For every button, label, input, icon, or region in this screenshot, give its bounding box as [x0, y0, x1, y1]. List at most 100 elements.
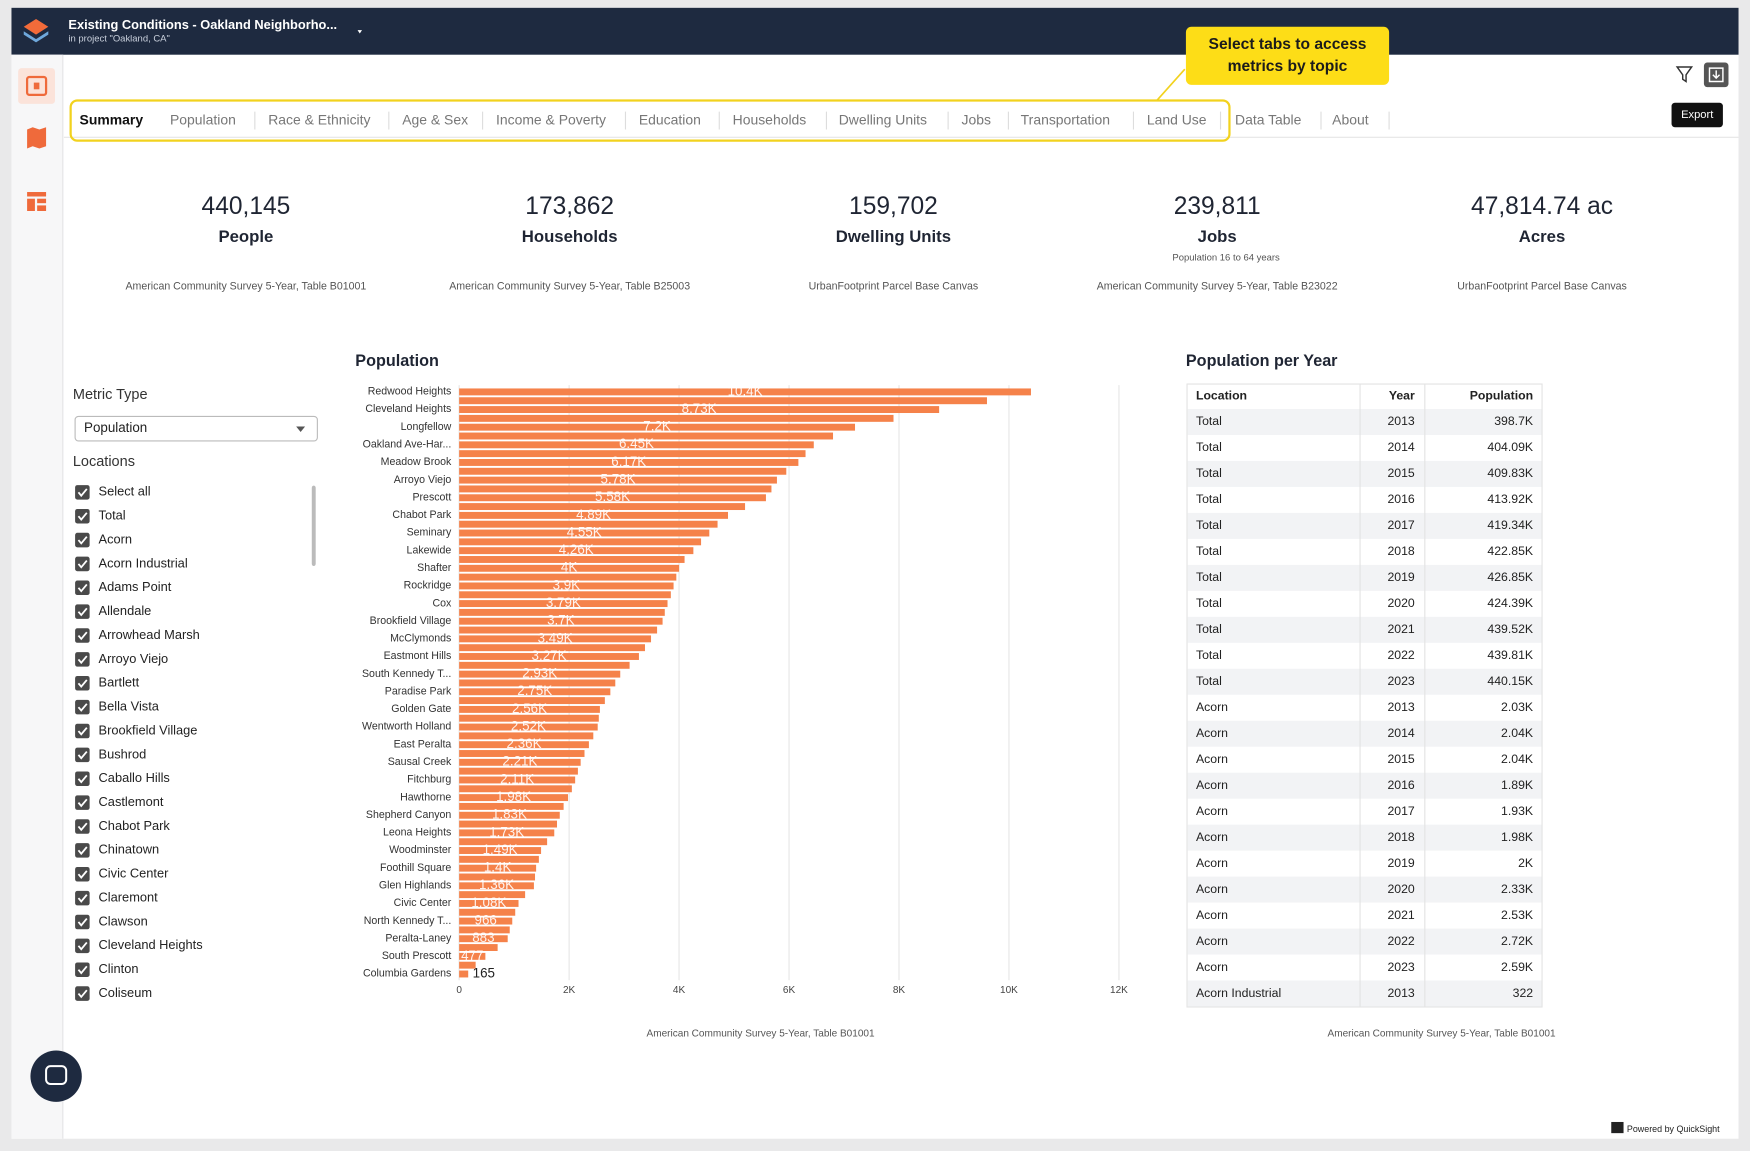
checkbox[interactable]: [75, 795, 90, 810]
bar[interactable]: [459, 908, 516, 916]
checkbox[interactable]: [75, 843, 90, 858]
bar[interactable]: [459, 388, 1031, 396]
location-option[interactable]: Total: [99, 508, 126, 523]
tab[interactable]: Summary: [80, 111, 144, 127]
bar[interactable]: [459, 644, 645, 652]
bar[interactable]: [459, 538, 702, 546]
bar[interactable]: [459, 767, 578, 775]
bar[interactable]: [459, 794, 569, 802]
location-option[interactable]: Clinton: [99, 961, 139, 976]
bar[interactable]: [459, 670, 621, 678]
location-option[interactable]: Adams Point: [99, 579, 172, 594]
checkbox[interactable]: [75, 914, 90, 930]
location-option[interactable]: Clawson: [99, 913, 148, 928]
location-option[interactable]: Select all: [99, 484, 151, 499]
bar[interactable]: [459, 459, 799, 466]
location-option[interactable]: Caballo Hills: [99, 770, 170, 785]
bar[interactable]: [459, 529, 710, 537]
tab[interactable]: Age & Sex: [402, 111, 468, 127]
bar[interactable]: [459, 397, 987, 405]
bar[interactable]: [459, 432, 834, 440]
location-option[interactable]: Claremont: [99, 889, 159, 904]
checkbox[interactable]: [75, 556, 90, 572]
tab[interactable]: Income & Poverty: [496, 111, 606, 127]
bar[interactable]: [459, 864, 537, 872]
bar[interactable]: [459, 776, 576, 784]
bar[interactable]: [459, 802, 564, 810]
location-option[interactable]: Chabot Park: [99, 818, 171, 833]
bar[interactable]: [459, 758, 581, 766]
bar[interactable]: [459, 732, 594, 740]
location-option[interactable]: Coliseum: [99, 985, 152, 1000]
checkbox[interactable]: [75, 652, 90, 667]
bar[interactable]: [459, 556, 685, 563]
checkbox[interactable]: [75, 747, 90, 763]
checkbox[interactable]: [75, 771, 90, 787]
bar[interactable]: [459, 661, 630, 669]
tab[interactable]: About: [1332, 111, 1369, 127]
location-option[interactable]: Brookfield Village: [99, 722, 198, 737]
location-option[interactable]: Acorn Industrial: [99, 555, 188, 570]
tab[interactable]: Data Table: [1235, 111, 1302, 127]
checkbox[interactable]: [75, 508, 90, 524]
metric-dropdown[interactable]: [74, 415, 318, 442]
checkbox[interactable]: [75, 676, 90, 691]
tab[interactable]: Transportation: [1021, 111, 1110, 127]
checkbox[interactable]: [75, 604, 90, 619]
bar[interactable]: [459, 944, 498, 951]
bar[interactable]: [459, 741, 589, 749]
location-option[interactable]: Castlemont: [99, 794, 164, 809]
bar[interactable]: [459, 750, 585, 757]
bar[interactable]: [459, 441, 814, 449]
bar[interactable]: [459, 476, 777, 484]
checkbox[interactable]: [75, 938, 90, 954]
checkbox[interactable]: [75, 986, 90, 1001]
bar[interactable]: [459, 961, 476, 969]
bar[interactable]: [459, 811, 560, 819]
chat-button[interactable]: [30, 1050, 82, 1102]
bar[interactable]: [459, 564, 680, 572]
bar[interactable]: [459, 935, 508, 943]
location-option[interactable]: Arroyo Viejo: [99, 651, 169, 666]
checkbox[interactable]: [75, 819, 90, 834]
bar[interactable]: [459, 450, 806, 458]
bar[interactable]: [459, 511, 729, 519]
bar[interactable]: [459, 423, 856, 431]
title-caret[interactable]: [357, 30, 363, 34]
bar[interactable]: [459, 723, 598, 731]
checkbox[interactable]: [75, 723, 90, 739]
checkbox[interactable]: [75, 580, 90, 596]
bar[interactable]: [459, 608, 665, 616]
nav-map-icon[interactable]: [27, 127, 47, 149]
bar[interactable]: [459, 547, 694, 555]
bar[interactable]: [459, 882, 534, 890]
location-option[interactable]: Chinatown: [99, 842, 160, 857]
bar[interactable]: [459, 520, 718, 528]
tab[interactable]: Population: [170, 111, 236, 127]
location-option[interactable]: Civic Center: [99, 866, 170, 881]
bar[interactable]: [459, 653, 639, 660]
checkbox[interactable]: [75, 890, 90, 906]
bar[interactable]: [459, 591, 671, 599]
bar[interactable]: [459, 855, 539, 863]
tab[interactable]: Households: [733, 111, 807, 127]
tab[interactable]: Land Use: [1147, 111, 1207, 127]
bar[interactable]: [459, 503, 746, 511]
bar[interactable]: [459, 467, 787, 475]
bar[interactable]: [459, 873, 536, 881]
location-option[interactable]: Allendale: [99, 603, 152, 618]
checkbox[interactable]: [75, 485, 90, 500]
tab[interactable]: Education: [639, 111, 701, 127]
bar[interactable]: [459, 635, 652, 643]
bar[interactable]: [459, 917, 513, 925]
location-option[interactable]: Bartlett: [99, 675, 140, 690]
bar[interactable]: [459, 600, 668, 608]
bar[interactable]: [459, 820, 558, 828]
bar[interactable]: [459, 626, 658, 634]
tab[interactable]: Jobs: [962, 111, 991, 127]
filter-icon[interactable]: [1675, 66, 1694, 83]
bar[interactable]: [459, 582, 674, 590]
bar[interactable]: [459, 414, 894, 422]
bar[interactable]: [459, 891, 526, 899]
bar[interactable]: [459, 785, 572, 793]
